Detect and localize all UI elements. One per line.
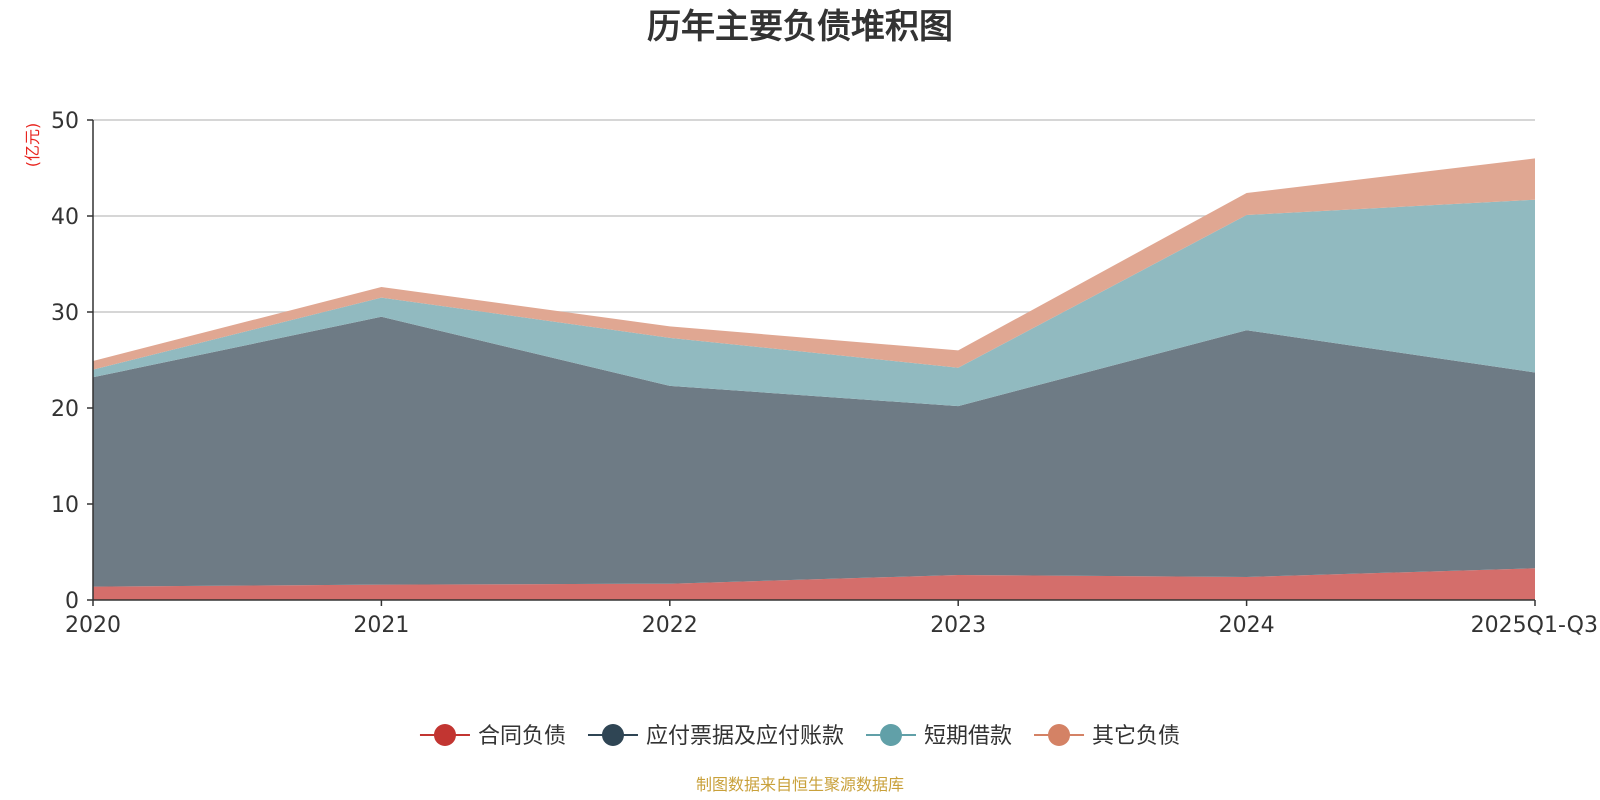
legend-marker: [1048, 724, 1071, 746]
legend-item: 应付票据及应付账款: [587, 724, 844, 749]
area-series-1: [93, 568, 1535, 600]
x-tick-label: 2024: [1219, 613, 1275, 638]
y-tick-label: 40: [51, 205, 79, 230]
legend-item: 短期借款: [866, 724, 1012, 749]
x-axis-ticks: 2020 2021 2022 2023 2024 2025Q1-Q3: [65, 600, 1598, 638]
legend-marker: [433, 724, 456, 746]
y-tick-label: 10: [51, 493, 79, 518]
x-tick-label: 2022: [642, 613, 698, 638]
area-series-4: [93, 158, 1535, 370]
area-series-2: [93, 316, 1535, 587]
legend-marker: [601, 724, 624, 746]
legend-label: 应付票据及应付账款: [646, 724, 844, 749]
legend-label: 短期借款: [924, 724, 1012, 749]
x-tick-label: 2020: [65, 613, 121, 638]
y-tick-label: 30: [51, 301, 79, 326]
legend-item: 合同负债: [419, 724, 566, 749]
y-tick-label: 20: [51, 397, 79, 422]
legend-item: 其它负债: [1034, 724, 1180, 749]
y-tick-label: 50: [51, 109, 79, 134]
y-axis-ticks: 0 10 20 30 40 50: [51, 109, 93, 614]
legend-label: 合同负债: [478, 724, 566, 749]
data-source-note: 制图数据来自恒生聚源数据库: [696, 775, 904, 794]
axes: [92, 120, 1535, 601]
area-series: [93, 158, 1535, 600]
x-tick-label: 2021: [353, 613, 409, 638]
legend-marker: [880, 724, 902, 746]
x-tick-label: 2023: [930, 613, 986, 638]
x-tick-label: 2025Q1-Q3: [1471, 613, 1598, 638]
legend-label: 其它负债: [1092, 724, 1180, 749]
y-axis-unit-label: (亿元): [23, 123, 42, 168]
chart-title: 历年主要负债堆积图: [647, 7, 953, 47]
area-series-3: [93, 199, 1535, 407]
y-tick-label: 0: [65, 589, 79, 614]
legend: 合同负债 应付票据及应付账款 短期借款 其它负债: [419, 724, 1180, 749]
